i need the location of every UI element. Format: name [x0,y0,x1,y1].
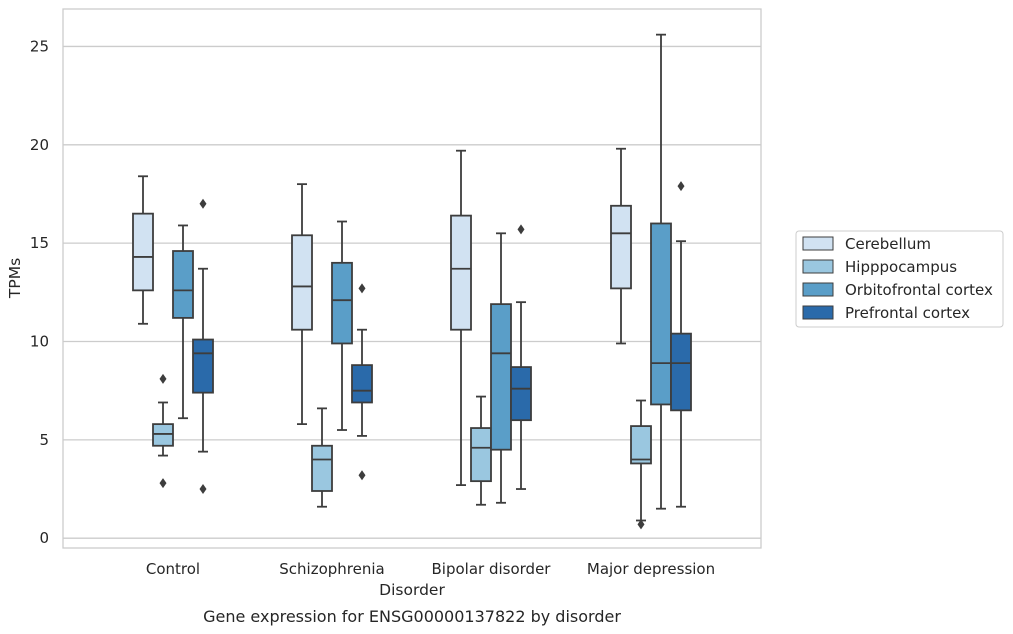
legend-label: Prefrontal cortex [845,304,970,322]
iqr-box [650,222,672,406]
box-hipppocampus-3 [630,399,652,530]
box-orbitofrontal-cortex-3 [650,33,672,510]
box-prefrontal-cortex-1 [351,283,373,481]
x-axis-ticks: Control Schizophrenia Bipolar disorder Majo… [146,560,715,578]
iqr-box [670,332,692,412]
outlier-point [637,519,645,530]
legend-swatch [802,259,834,274]
iqr-box [351,364,373,404]
x-tick-label: Schizophrenia [279,560,384,578]
iqr-box [152,423,174,447]
legend-label: Cerebellum [845,235,931,253]
iqr-box [172,250,194,319]
x-tick-label: Control [146,560,200,578]
iqr-box [470,427,492,483]
x-tick-label: Bipolar disorder [432,560,552,578]
outlier-point [358,470,366,481]
outlier-point [677,181,685,192]
chart-caption: Gene expression for ENSG00000137822 by d… [203,607,621,626]
box-orbitofrontal-cortex-2 [490,232,512,504]
grid-lines [63,45,761,539]
legend-items: Cerebellum Hipppocampus Orbitofrontal cort… [802,235,993,322]
y-axis-label: TPMs [6,258,24,299]
box-orbitofrontal-cortex-0 [172,224,194,420]
outlier-point [517,224,525,235]
y-tick-label: 10 [30,333,49,351]
legend-frame [795,230,1004,328]
y-tick-label: 5 [39,431,49,449]
y-tick-label: 25 [30,37,49,55]
x-axis-label: Disorder [379,581,445,599]
legend-swatch [802,236,834,251]
iqr-box [490,303,512,451]
iqr-box [610,204,632,290]
iqr-box [331,261,353,345]
iqr-box [630,425,652,465]
legend-label: Orbitofrontal cortex [845,281,993,299]
box-prefrontal-cortex-0 [192,198,214,495]
box-hipppocampus-2 [470,395,492,506]
iqr-box [311,444,333,492]
y-axis-ticks: 0 5 10 15 20 25 [30,37,49,547]
box-hipppocampus-0 [152,373,174,489]
legend-label: Hipppocampus [845,258,957,276]
iqr-box [192,338,214,394]
legend-swatch [802,305,834,320]
iqr-box [291,234,313,331]
legend-swatch [802,282,834,297]
y-tick-label: 20 [30,136,49,154]
iqr-box [132,212,154,292]
legend: Cerebellum Hipppocampus Orbitofrontal cort… [795,230,1004,328]
plot-frame [62,8,762,549]
box-cerebellum-1 [291,183,313,426]
box-prefrontal-cortex-3 [670,181,692,508]
iqr-box [510,366,532,422]
box-prefrontal-cortex-2 [510,224,532,490]
y-tick-label: 15 [30,234,49,252]
outlier-point [199,198,207,209]
iqr-box [450,214,472,331]
outlier-point [159,478,167,489]
x-tick-label: Major depression [587,560,715,578]
y-tick-label: 0 [39,529,49,547]
boxes-layer [132,33,692,530]
box-cerebellum-3 [610,147,632,345]
outlier-point [159,373,167,384]
box-orbitofrontal-cortex-1 [331,220,353,431]
outlier-point [199,484,207,495]
box-cerebellum-2 [450,149,472,486]
box-cerebellum-0 [132,175,154,325]
box-hipppocampus-1 [311,407,333,508]
outlier-point [358,283,366,294]
